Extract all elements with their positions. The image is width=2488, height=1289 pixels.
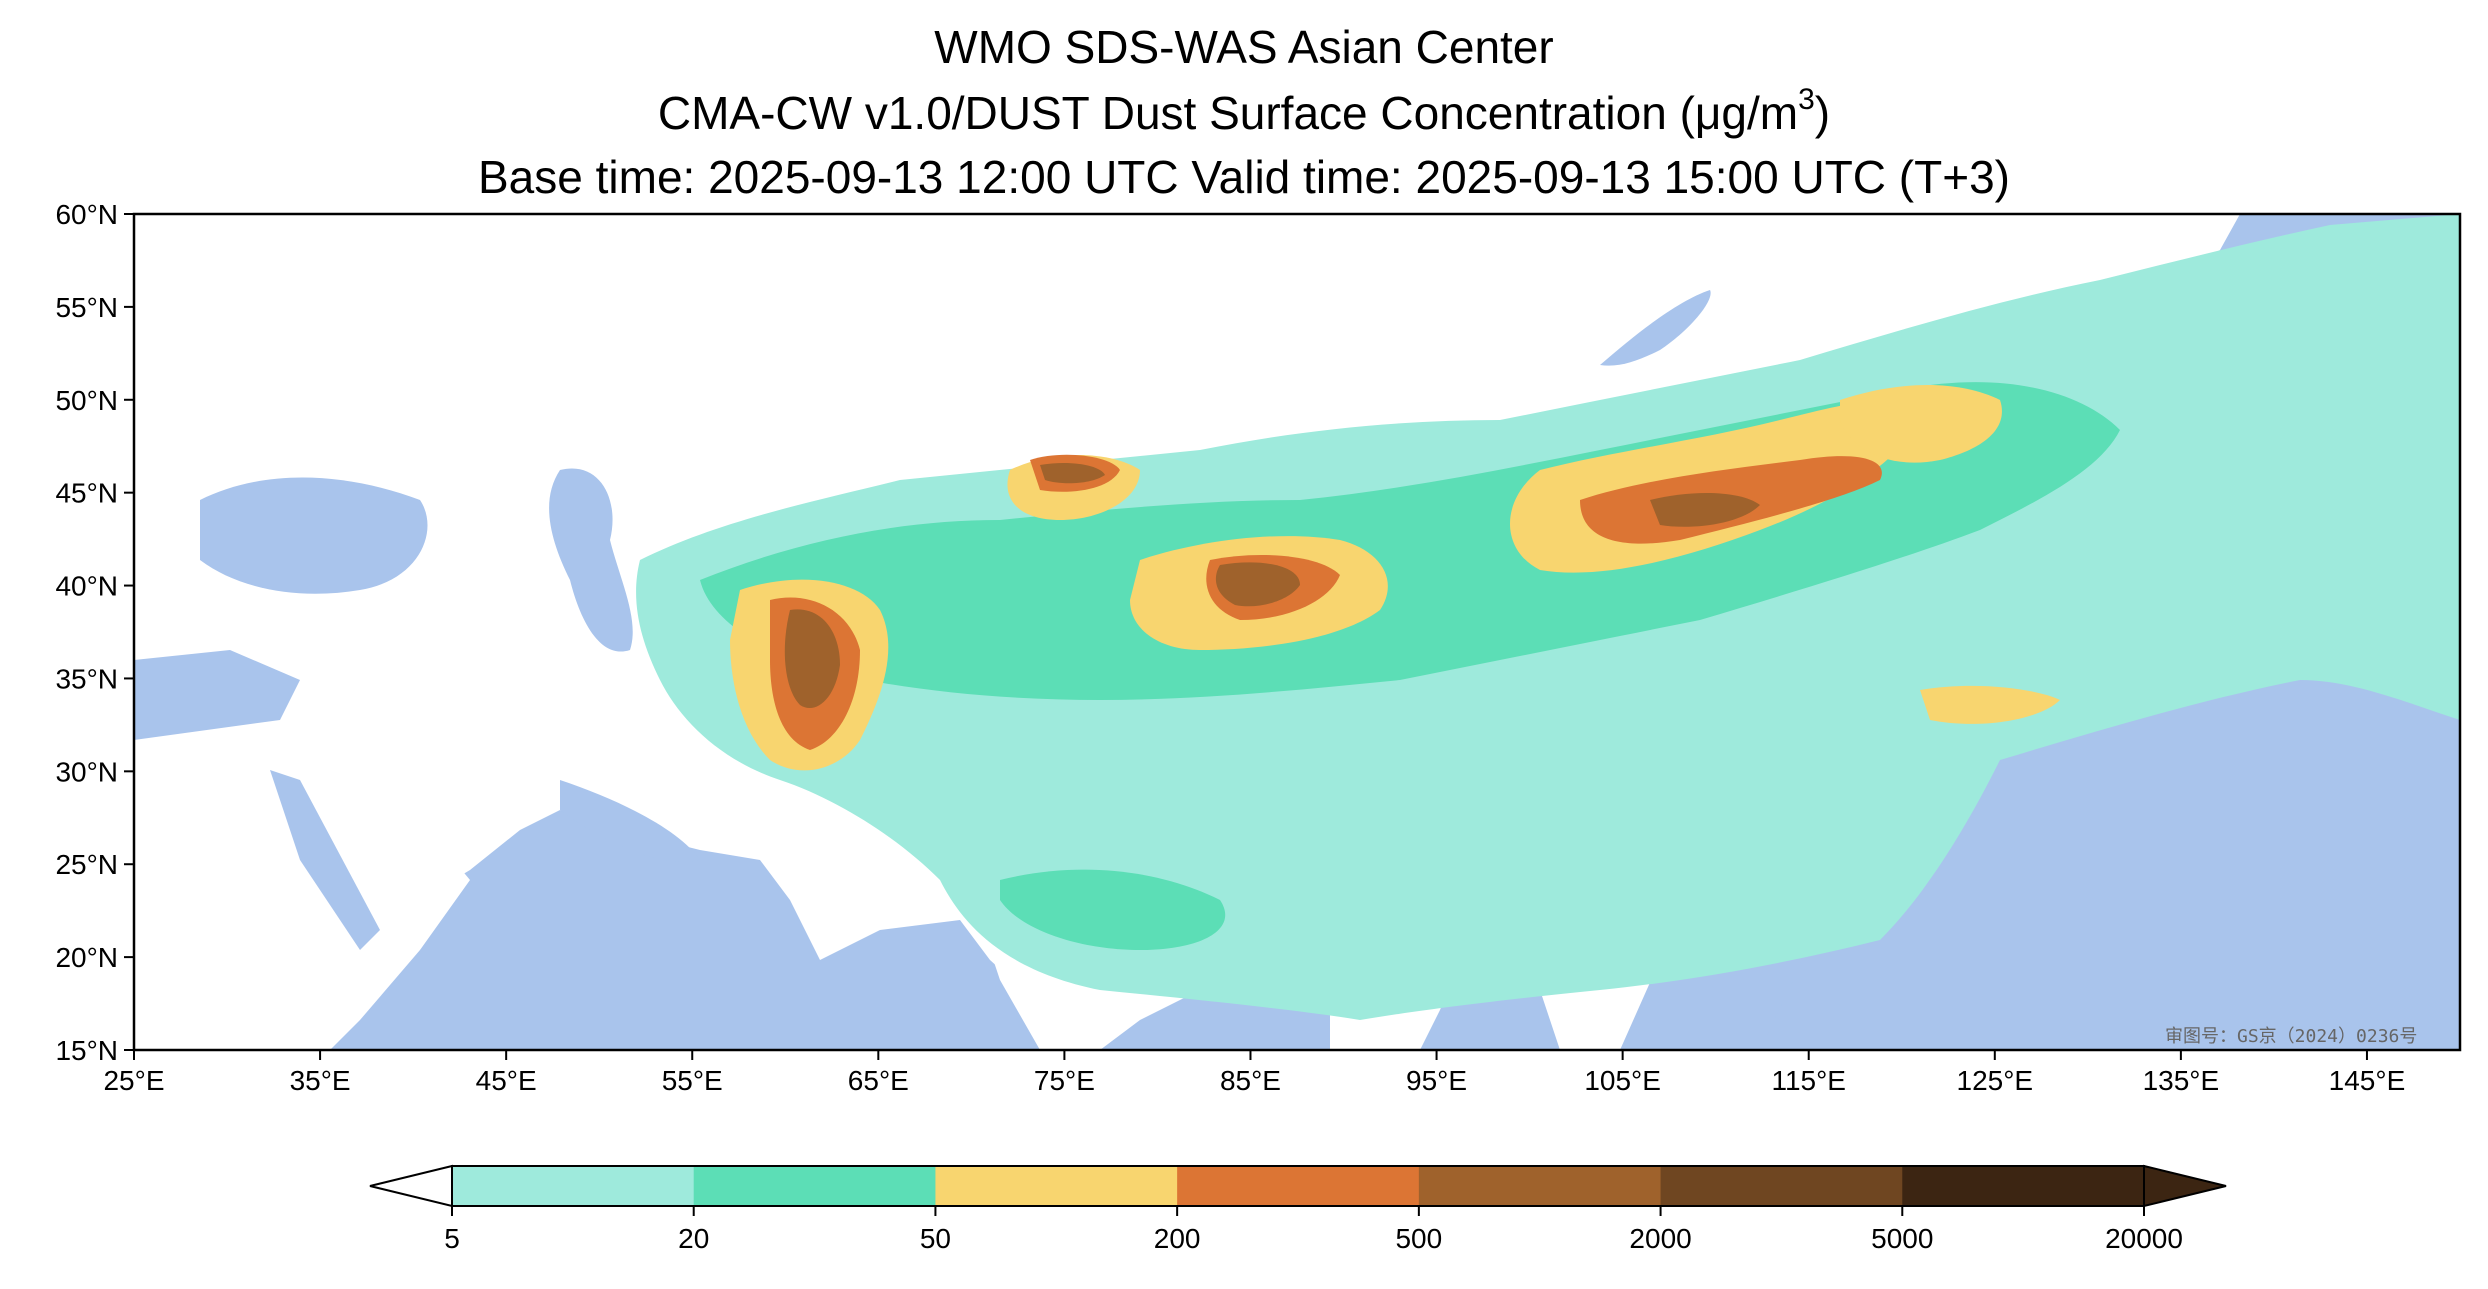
dust-band-500-2000-taklimakan xyxy=(1215,562,1300,607)
lat-tick-label: 30°N xyxy=(55,756,118,787)
colorbar-level-label: 20 xyxy=(678,1223,709,1254)
mediterranean xyxy=(134,650,300,740)
dust-band-500-2000-gobi xyxy=(1650,493,1760,527)
lat-axis: 15°N 20°N 25°N 30°N 35°N 40°N 45°N 50°N 55°N 60°N xyxy=(55,199,134,1066)
colorbar-segment xyxy=(1418,1166,1662,1206)
lon-tick-label: 95°E xyxy=(1406,1065,1467,1096)
dust-band-500-2000-kaz xyxy=(1040,463,1105,484)
lon-tick-label: 145°E xyxy=(2329,1065,2406,1096)
lat-tick-label: 55°N xyxy=(55,292,118,323)
colorbar-segment xyxy=(1660,1166,1903,1206)
colorbar-level-label: 500 xyxy=(1395,1223,1442,1254)
colorbar: 5 20 50 200 500 2000 5000 20000 xyxy=(369,1164,2227,1254)
colorbar-segment xyxy=(1902,1166,2145,1206)
lon-tick-label: 25°E xyxy=(103,1065,164,1096)
lon-tick-label: 45°E xyxy=(476,1065,537,1096)
title-line-2-close: ) xyxy=(1814,87,1831,139)
lon-tick-label: 85°E xyxy=(1220,1065,1281,1096)
colorbar-level-label: 50 xyxy=(920,1223,951,1254)
lon-tick-label: 75°E xyxy=(1034,1065,1095,1096)
colorbar-extend-max xyxy=(2143,1164,2227,1208)
lat-tick-label: 50°N xyxy=(55,385,118,416)
dust-band-500-2000 xyxy=(784,609,840,709)
dust-band-50-200-korea xyxy=(1920,685,2060,724)
lake-baikal xyxy=(1600,290,1711,366)
lat-tick-label: 60°N xyxy=(55,199,118,230)
lat-tick-label: 40°N xyxy=(55,571,118,602)
colorbar-level-label: 200 xyxy=(1154,1223,1201,1254)
colorbar-segment xyxy=(452,1166,695,1206)
lon-tick-label: 125°E xyxy=(1957,1065,2034,1096)
title-line-3: Base time: 2025-09-13 12:00 UTC Valid ti… xyxy=(478,151,2010,203)
dust-band-50-200-ne xyxy=(1840,385,2002,463)
colorbar-level-label: 5 xyxy=(444,1223,460,1254)
lon-axis: 25°E 35°E 45°E 55°E 65°E 75°E 85°E 95°E 105°E 115… xyxy=(103,1050,2405,1096)
colorbar-segment xyxy=(935,1166,1178,1206)
map-frame xyxy=(132,212,2462,1052)
lat-tick-label: 25°N xyxy=(55,849,118,880)
arabia-africa xyxy=(134,720,470,1050)
lon-tick-label: 135°E xyxy=(2143,1065,2220,1096)
colorbar-level-label: 20000 xyxy=(2105,1223,2183,1254)
dust-band-20-50-india xyxy=(1000,869,1226,950)
colorbar-segment xyxy=(1177,1166,1420,1206)
colorbar-extend-min xyxy=(369,1164,453,1208)
lon-tick-label: 105°E xyxy=(1584,1065,1661,1096)
lon-tick-label: 55°E xyxy=(662,1065,723,1096)
colorbar-level-label: 2000 xyxy=(1629,1223,1691,1254)
title-line-2: CMA-CW v1.0/DUST Dust Surface Concentrat… xyxy=(0,83,2488,140)
title-line-1: WMO SDS-WAS Asian Center xyxy=(934,21,1554,73)
colorbar-outline xyxy=(451,1165,2145,1207)
persian-gulf xyxy=(560,780,700,862)
lat-tick-label: 45°N xyxy=(55,478,118,509)
lat-tick-label: 15°N xyxy=(55,1035,118,1066)
title-unit-exponent: 3 xyxy=(1798,83,1815,116)
caspian-sea xyxy=(549,468,633,652)
lat-tick-label: 35°N xyxy=(55,663,118,694)
lon-tick-label: 115°E xyxy=(1771,1065,1846,1096)
title-line-2-text: CMA-CW v1.0/DUST Dust Surface Concentrat… xyxy=(657,87,1799,139)
map-approval-stamp: 审图号：GS京（2024）0236号 xyxy=(2165,1026,2418,1047)
black-sea xyxy=(200,477,428,594)
lon-tick-label: 65°E xyxy=(848,1065,909,1096)
lat-tick-label: 20°N xyxy=(55,942,118,973)
colorbar-level-label: 5000 xyxy=(1871,1223,1933,1254)
red-sea xyxy=(270,770,380,950)
map-canvas xyxy=(134,214,2460,1050)
lon-tick-label: 35°E xyxy=(290,1065,351,1096)
colorbar-segment xyxy=(693,1166,936,1206)
